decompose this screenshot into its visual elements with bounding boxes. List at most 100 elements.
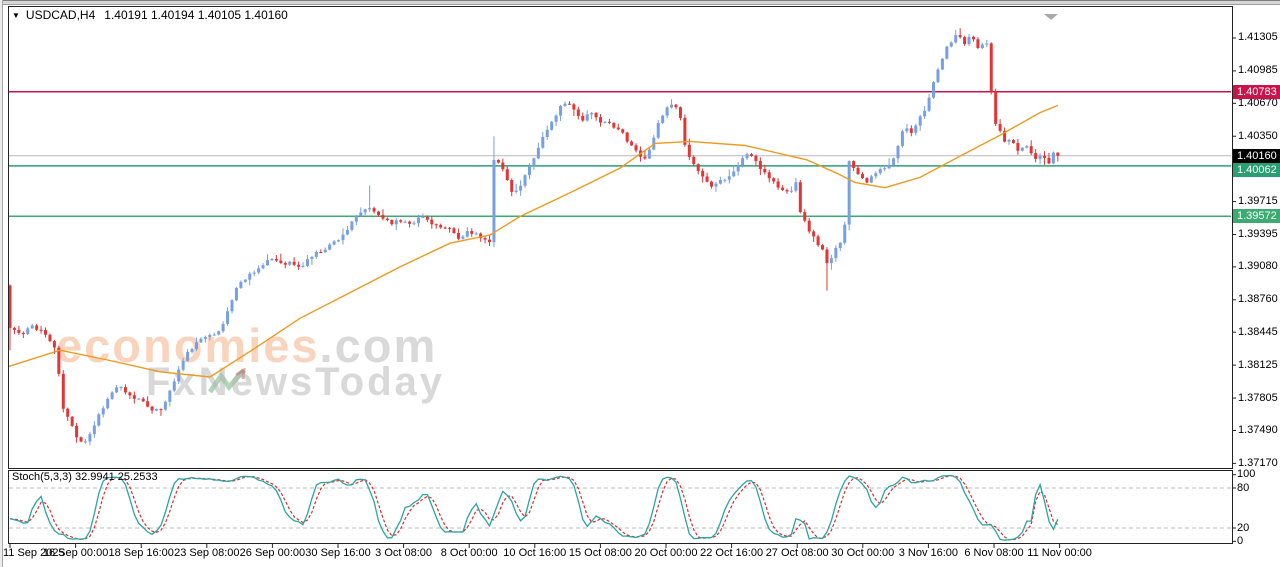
candle-body-up [945,46,949,59]
candle-body-down [496,159,500,163]
candle-body-down [128,392,132,396]
candle-body-up [323,249,327,253]
candle-body-up [834,247,838,259]
candle-body-down [399,220,403,222]
candle-body-down [390,220,394,225]
candle-body-up [523,175,527,186]
candle-body-down [52,341,56,348]
candle-body-down [70,416,74,426]
candle-body-up [310,256,314,260]
candle-body-up [243,279,247,282]
candle-body-down [581,115,585,121]
candle-body-down [776,181,780,188]
price-tick-label: 1.37805 [1238,391,1278,404]
candle-body-up [345,229,349,235]
candle-body-down [425,216,429,220]
candle-body-down [372,208,376,212]
candle-body-down [599,117,603,123]
candle-body-up [416,217,420,224]
candle-body-up [88,434,92,442]
candle-body-up [736,165,740,172]
candle-body-up [30,325,34,329]
price-tick-label: 1.38760 [1238,293,1278,306]
candle-body-down [758,161,762,169]
price-tick-label: 1.40670 [1238,96,1278,109]
candle-body-down [643,156,647,159]
candle-body-up [727,176,731,180]
candle-body-down [976,39,980,48]
candle-body-down [439,225,443,228]
candle-body-up [900,131,904,146]
candle-body-up [208,334,212,338]
candle-body-up [1038,155,1042,159]
candle-body-down [958,35,962,38]
candle-body-down [865,178,869,183]
candle-body-down [274,258,278,261]
candle-body-up [110,392,114,399]
candle-body-down [989,43,993,92]
candle-body-down [430,219,434,225]
watermark-logo-icon [208,368,246,394]
time-tick-label: 3 Oct 08:00 [375,547,433,559]
stoch-main-line [9,474,1059,541]
candle-body-down [998,123,1002,131]
candle-body-up [337,240,341,242]
candle-body-up [745,154,749,159]
candle-body-up [26,328,30,335]
candle-body-up [927,97,931,111]
candle-body-down [812,231,816,237]
candle-body-up [656,122,660,138]
candle-body-up [789,190,793,192]
candle-body-down [621,129,625,133]
candle-body-down [66,408,70,417]
candle-body-down [381,215,385,219]
candle-body-up [559,105,563,116]
candle-body-up [106,398,110,409]
chart-shift-marker-icon [1044,14,1058,20]
candle-body-up [168,390,172,402]
candle-body-up [980,44,984,48]
candle-body-down [594,112,598,118]
ohlc-values: 1.40191 1.40194 1.40105 1.40160 [104,8,288,22]
stoch-signal-line [9,475,1059,541]
candle-body-up [412,223,416,225]
candle-body-up [883,168,887,170]
candle-body-up [936,69,940,83]
candle-body-down [821,245,825,250]
candle-body-up [878,169,882,174]
candle-body-up [869,176,873,183]
stoch-panel-frame [8,470,1233,544]
candle-body-up [115,387,119,393]
candle-body-up [359,212,363,216]
candle-body-down [279,260,283,263]
candle-body-down [470,231,474,234]
candle-body-up [465,231,469,237]
price-level-badge: 1.39572 [1233,209,1280,224]
time-tick-label: 27 Oct 08:00 [765,547,829,559]
candle-body-down [48,334,52,342]
candle-body-up [199,338,203,343]
candle-body-up [1020,147,1024,151]
stoch-scale-label: 100 [1237,468,1256,481]
candle-body-down [501,162,505,170]
candle-body-down [1034,153,1038,159]
candle-body-up [590,112,594,115]
candle-body-up [732,171,736,177]
candle-body-down [141,398,145,402]
candle-body-down [692,156,696,165]
candle-body-up [536,147,540,159]
time-tick-label: 30 Oct 00:00 [831,547,895,559]
window-top-border [0,0,1280,5]
candle-body-up [887,164,891,169]
collapse-triangle-icon[interactable]: ▼ [12,11,20,20]
candle-body-up [905,128,909,132]
time-tick-label: 3 Nov 16:00 [898,547,959,559]
candle-body-up [212,334,216,336]
candle-body-up [723,179,727,181]
candle-body-down [781,187,785,191]
candle-body-down [678,107,682,118]
candle-body-up [221,323,225,332]
price-tick-label: 1.37490 [1238,423,1278,436]
